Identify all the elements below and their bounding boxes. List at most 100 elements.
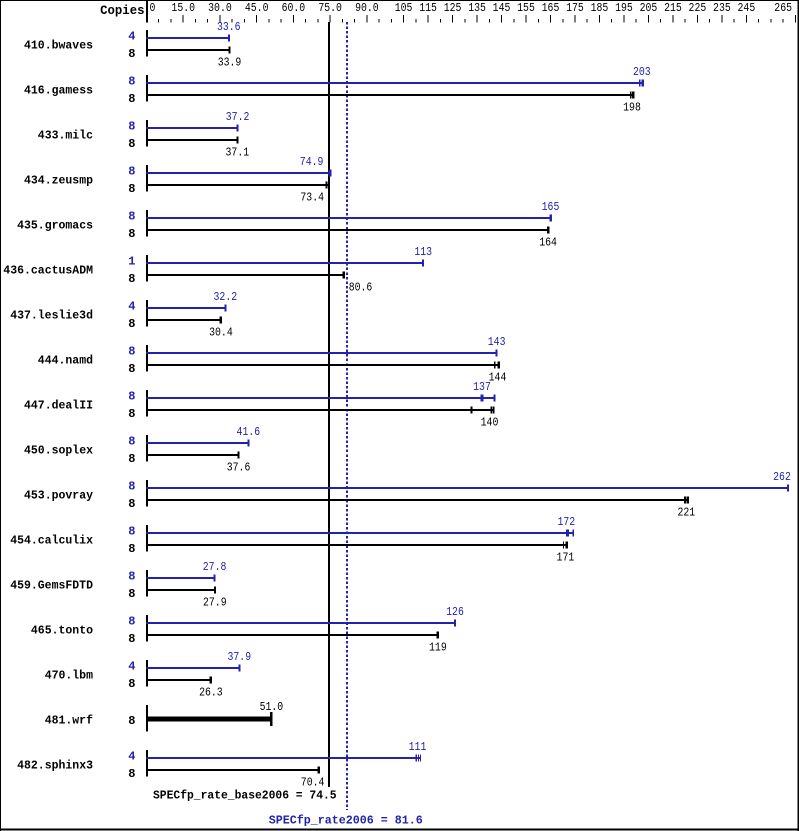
svg-text:27.9: 27.9 <box>203 595 227 609</box>
svg-text:8: 8 <box>128 317 135 331</box>
svg-text:8: 8 <box>128 497 135 511</box>
svg-text:8: 8 <box>128 542 135 556</box>
svg-text:481.wrf: 481.wrf <box>45 714 93 728</box>
svg-text:41.6: 41.6 <box>237 425 261 439</box>
svg-text:SPECfp_rate_base2006 = 74.5: SPECfp_rate_base2006 = 74.5 <box>153 789 337 803</box>
svg-text:8: 8 <box>128 182 135 196</box>
svg-text:143: 143 <box>488 335 506 349</box>
svg-text:15.0: 15.0 <box>171 1 195 15</box>
svg-text:8: 8 <box>128 632 135 646</box>
svg-text:410.bwaves: 410.bwaves <box>24 39 93 53</box>
svg-text:70.4: 70.4 <box>301 775 325 789</box>
svg-text:126: 126 <box>446 605 464 619</box>
svg-text:454.calculix: 454.calculix <box>10 534 93 548</box>
svg-text:262: 262 <box>773 470 791 484</box>
svg-text:113: 113 <box>414 245 432 259</box>
svg-text:26.3: 26.3 <box>199 685 223 699</box>
svg-text:33.6: 33.6 <box>217 20 241 34</box>
svg-text:45.0: 45.0 <box>245 1 269 15</box>
svg-text:459.GemsFDTD: 459.GemsFDTD <box>10 579 93 593</box>
svg-text:0: 0 <box>150 1 156 15</box>
svg-text:30.4: 30.4 <box>209 325 233 339</box>
svg-text:436.cactusADM: 436.cactusADM <box>3 264 93 278</box>
svg-text:215: 215 <box>664 1 682 15</box>
svg-text:8: 8 <box>128 434 135 448</box>
svg-text:145: 145 <box>493 1 511 15</box>
svg-text:51.0: 51.0 <box>260 700 284 714</box>
svg-text:482.sphinx3: 482.sphinx3 <box>17 759 93 773</box>
svg-text:75.0: 75.0 <box>318 1 342 15</box>
svg-text:1: 1 <box>128 254 135 268</box>
svg-text:416.gamess: 416.gamess <box>24 84 93 98</box>
svg-text:437.leslie3d: 437.leslie3d <box>10 309 93 323</box>
svg-text:165: 165 <box>542 200 560 214</box>
svg-text:453.povray: 453.povray <box>24 489 93 503</box>
svg-text:137: 137 <box>473 380 491 394</box>
svg-text:4: 4 <box>128 749 135 763</box>
svg-text:Copies: Copies <box>100 4 144 18</box>
svg-text:198: 198 <box>623 100 641 114</box>
svg-text:4: 4 <box>128 659 135 673</box>
svg-text:225: 225 <box>689 1 707 15</box>
svg-text:203: 203 <box>633 65 651 79</box>
svg-text:8: 8 <box>128 92 135 106</box>
svg-text:8: 8 <box>128 74 135 88</box>
svg-text:60.0: 60.0 <box>282 1 306 15</box>
svg-text:221: 221 <box>677 505 695 519</box>
svg-text:435.gromacs: 435.gromacs <box>17 219 93 233</box>
svg-text:4: 4 <box>128 299 135 313</box>
svg-text:8: 8 <box>128 209 135 223</box>
svg-text:8: 8 <box>128 47 135 61</box>
svg-text:8: 8 <box>128 479 135 493</box>
svg-text:32.2: 32.2 <box>214 290 238 304</box>
svg-text:444.namd: 444.namd <box>38 354 93 368</box>
svg-text:119: 119 <box>429 640 447 654</box>
svg-text:37.2: 37.2 <box>226 110 250 124</box>
svg-text:245: 245 <box>738 1 756 15</box>
svg-text:73.4: 73.4 <box>300 190 324 204</box>
svg-text:8: 8 <box>128 767 135 781</box>
svg-text:465.tonto: 465.tonto <box>31 624 93 638</box>
svg-text:470.lbm: 470.lbm <box>45 669 93 683</box>
svg-text:33.9: 33.9 <box>218 55 242 69</box>
svg-text:8: 8 <box>128 164 135 178</box>
svg-text:171: 171 <box>557 550 575 564</box>
svg-text:30.0: 30.0 <box>208 1 232 15</box>
svg-text:433.milc: 433.milc <box>38 129 93 143</box>
svg-text:4: 4 <box>128 29 135 43</box>
svg-text:SPECfp_rate2006 = 81.6: SPECfp_rate2006 = 81.6 <box>269 813 423 827</box>
svg-text:135: 135 <box>468 1 486 15</box>
svg-text:37.9: 37.9 <box>228 650 252 664</box>
svg-text:115: 115 <box>419 1 437 15</box>
svg-text:74.9: 74.9 <box>300 155 324 169</box>
svg-text:235: 235 <box>713 1 731 15</box>
svg-text:37.1: 37.1 <box>226 145 250 159</box>
svg-text:175: 175 <box>566 1 584 15</box>
svg-text:8: 8 <box>128 614 135 628</box>
svg-text:37.6: 37.6 <box>227 460 251 474</box>
svg-text:90.0: 90.0 <box>355 1 379 15</box>
svg-text:155: 155 <box>517 1 535 15</box>
svg-text:140: 140 <box>481 415 499 429</box>
svg-text:80.6: 80.6 <box>349 280 373 294</box>
svg-text:8: 8 <box>128 714 135 728</box>
svg-text:8: 8 <box>128 389 135 403</box>
svg-text:185: 185 <box>591 1 609 15</box>
svg-text:450.soplex: 450.soplex <box>24 444 93 458</box>
svg-text:8: 8 <box>128 344 135 358</box>
svg-text:8: 8 <box>128 569 135 583</box>
svg-text:8: 8 <box>128 452 135 466</box>
svg-text:265: 265 <box>774 1 792 15</box>
svg-text:111: 111 <box>409 740 427 754</box>
svg-text:434.zeusmp: 434.zeusmp <box>24 174 93 188</box>
svg-text:144: 144 <box>489 370 507 384</box>
svg-text:205: 205 <box>640 1 658 15</box>
svg-text:164: 164 <box>539 235 557 249</box>
svg-text:8: 8 <box>128 362 135 376</box>
svg-text:105: 105 <box>395 1 413 15</box>
svg-text:8: 8 <box>128 119 135 133</box>
svg-text:165: 165 <box>542 1 560 15</box>
svg-text:8: 8 <box>128 677 135 691</box>
svg-text:8: 8 <box>128 407 135 421</box>
svg-text:195: 195 <box>615 1 633 15</box>
